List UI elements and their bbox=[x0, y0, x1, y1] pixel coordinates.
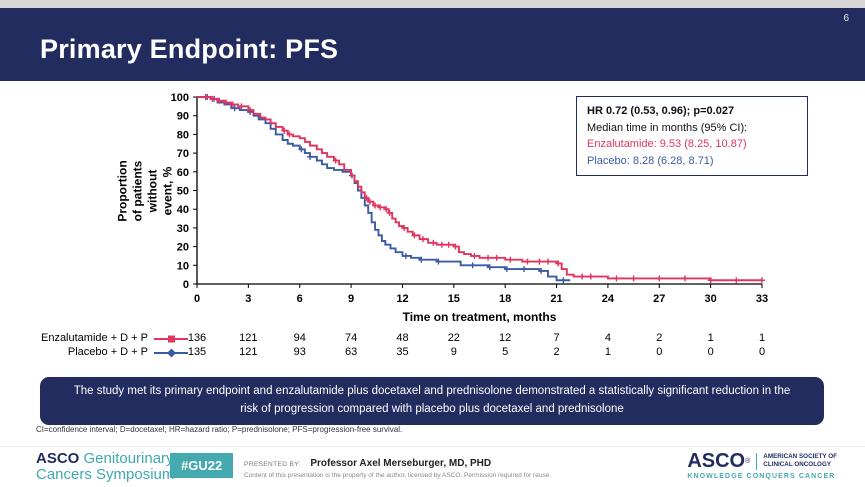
y-tick-label: 60 bbox=[177, 167, 189, 179]
x-tick-label: 12 bbox=[396, 293, 408, 305]
x-tick-label: 0 bbox=[194, 293, 200, 305]
at-risk-count: 135 bbox=[187, 346, 207, 358]
logo-asco-text: ASCO bbox=[36, 450, 80, 467]
x-tick-label: 3 bbox=[245, 293, 251, 305]
y-tick-label: 30 bbox=[177, 223, 189, 235]
x-axis-label: Time on treatment, months bbox=[403, 310, 557, 324]
at-risk-count: 2 bbox=[553, 346, 560, 358]
placebo-curve bbox=[197, 96, 571, 282]
at-risk-count: 9 bbox=[450, 346, 457, 358]
top-strip bbox=[0, 0, 865, 8]
x-tick-label: 30 bbox=[705, 293, 717, 305]
at-risk-count: 63 bbox=[344, 346, 358, 358]
x-tick-label: 24 bbox=[602, 293, 615, 305]
asco-logo-text: ASCO bbox=[687, 450, 746, 472]
at-risk-count: 22 bbox=[447, 332, 460, 344]
at-risk-count: 1 bbox=[604, 346, 611, 358]
y-tick-label: 0 bbox=[183, 279, 189, 291]
y-tick-label: 10 bbox=[177, 260, 189, 272]
at-risk-count: 93 bbox=[293, 346, 306, 358]
hashtag-badge: #GU22 bbox=[170, 453, 234, 478]
at-risk-count: 74 bbox=[344, 332, 358, 344]
x-tick-label: 18 bbox=[499, 293, 511, 305]
at-risk-count: 35 bbox=[396, 346, 409, 358]
y-tick-label: 50 bbox=[177, 186, 189, 198]
at-risk-count: 121 bbox=[239, 332, 258, 344]
y-tick-label: 100 bbox=[171, 92, 189, 104]
at-risk-count: 2 bbox=[656, 332, 663, 344]
stats-annotation-box: HR 0.72 (0.53, 0.96); p=0.027 Median tim… bbox=[576, 96, 808, 176]
asco-logo: ASCO ® AMERICAN SOCIETY OF CLINICAL ONCO… bbox=[687, 451, 837, 480]
x-tick-label: 33 bbox=[756, 293, 768, 305]
at-risk-count: 12 bbox=[499, 332, 512, 344]
at-risk-label: Enzalutamide + D + P bbox=[40, 332, 148, 344]
x-tick-label: 15 bbox=[448, 293, 460, 305]
km-plot: 0 10 20 30 40 50 60 70 80 90 100 0 3 6 9 12 15 18 21 24 27 30… bbox=[171, 92, 768, 324]
x-tick-label: 9 bbox=[348, 293, 354, 305]
x-tick-label: 6 bbox=[297, 293, 303, 305]
abbreviations-footnote: CI=confidence interval; D=docetaxel; HR=… bbox=[36, 425, 403, 434]
logo-genitourinary-text: Genitourinary bbox=[79, 450, 174, 467]
enzalutamide-legend-marker bbox=[154, 335, 188, 343]
at-risk-count: 1 bbox=[758, 332, 766, 344]
logo-divider bbox=[756, 452, 758, 470]
logo-cancers-symposium-text: Cancers Symposium bbox=[36, 466, 175, 484]
slide-header: Primary Endpoint: PFS 6 bbox=[0, 8, 865, 81]
hazard-ratio-text: HR 0.72 (0.53, 0.96); p=0.027 bbox=[587, 105, 735, 117]
median-label-text: Median time in months (95% CI): bbox=[587, 121, 748, 134]
x-tick-label: 21 bbox=[550, 293, 562, 305]
page-title: Primary Endpoint: PFS bbox=[40, 34, 339, 64]
presenter-name: Professor Axel Merseburger, MD, PHD bbox=[310, 458, 492, 469]
y-tick-label: 90 bbox=[177, 111, 189, 123]
at-risk-count: 48 bbox=[396, 332, 409, 344]
at-risk-values: 135 121 93 63 35 9 5 2 1 0 0 0 bbox=[150, 346, 790, 360]
slide-number: 6 bbox=[843, 13, 849, 24]
at-risk-count: 4 bbox=[604, 332, 611, 344]
y-tick-label: 80 bbox=[177, 129, 189, 141]
asco-gu-symposium-logo: ASCO Genitourinary Cancers Symposium bbox=[36, 450, 175, 484]
at-risk-count: 1 bbox=[707, 332, 714, 344]
asco-tagline: KNOWLEDGE CONQUERS CANCER bbox=[687, 473, 836, 480]
asco-org-line1: AMERICAN SOCIETY OF bbox=[763, 453, 837, 461]
placebo-median-text: Placebo: 8.28 (6.28, 8.71) bbox=[587, 154, 714, 167]
x-tick-label: 27 bbox=[653, 293, 665, 305]
y-tick-label: 20 bbox=[177, 242, 189, 254]
at-risk-count: 0 bbox=[656, 346, 663, 358]
at-risk-count: 7 bbox=[553, 332, 560, 344]
license-disclaimer: Content of this presentation is the prop… bbox=[244, 472, 552, 479]
y-tick-label: 70 bbox=[177, 148, 189, 160]
at-risk-count: 0 bbox=[707, 346, 714, 358]
at-risk-count: 136 bbox=[187, 332, 207, 344]
slide-footer: ASCO Genitourinary Cancers Symposium #GU… bbox=[0, 446, 865, 487]
asco-org-line2: CLINICAL ONCOLOGY bbox=[763, 461, 832, 468]
registered-mark: ® bbox=[745, 457, 751, 465]
at-risk-row-enzalutamide: Enzalutamide + D + P 136 121 94 74 48 22 12 7 4 2… bbox=[0, 332, 865, 346]
at-risk-values: 136 121 94 74 48 22 12 7 4 2 1 1 bbox=[150, 332, 790, 346]
placebo-legend-marker bbox=[154, 348, 188, 358]
at-risk-count: 94 bbox=[293, 332, 306, 344]
enzalutamide-median-text: Enzalutamide: 9.53 (8.25, 10.87) bbox=[587, 138, 747, 150]
at-risk-count: 0 bbox=[758, 346, 766, 358]
at-risk-row-placebo: Placebo + D + P 135 121 93 63 35 9 5 2 1 0 0 0 bbox=[0, 346, 865, 360]
presented-by-block: PRESENTED BY: Professor Axel Merseburger… bbox=[244, 453, 491, 471]
at-risk-label: Placebo + D + P bbox=[67, 346, 148, 358]
at-risk-count: 5 bbox=[502, 346, 509, 358]
conclusion-banner: The study met its primary endpoint and e… bbox=[40, 377, 824, 425]
at-risk-count: 121 bbox=[239, 346, 258, 358]
y-tick-label: 40 bbox=[177, 204, 189, 216]
presented-by-label: PRESENTED BY: bbox=[244, 461, 301, 468]
